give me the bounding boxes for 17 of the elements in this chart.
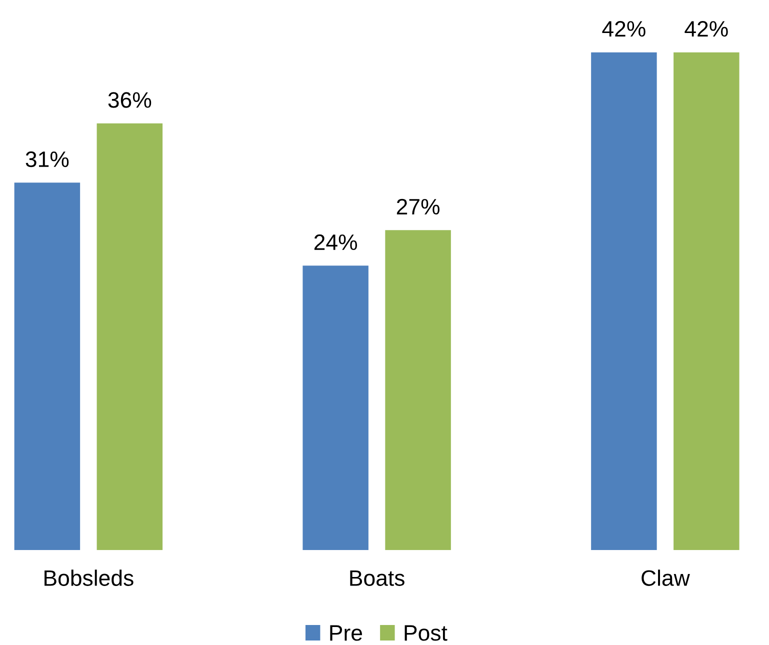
- bar: [591, 52, 657, 550]
- bar: [302, 266, 368, 550]
- x-tick-label: Boats: [350, 570, 404, 586]
- data-label: 42%: [684, 21, 728, 37]
- data-label: 27%: [396, 198, 440, 214]
- x-tick-label: Bobsleds: [44, 570, 134, 586]
- bar: [96, 123, 163, 550]
- bar: [385, 230, 451, 550]
- data-label: 31%: [26, 151, 69, 168]
- data-label: 36%: [108, 92, 152, 108]
- bar: [674, 52, 740, 550]
- bar: [14, 182, 80, 550]
- data-label: 42%: [602, 21, 646, 37]
- legend-label: Post: [404, 625, 448, 641]
- data-label: 24%: [314, 234, 358, 250]
- legend-label: Pre: [330, 625, 362, 641]
- x-tick-label: Claw: [642, 570, 690, 586]
